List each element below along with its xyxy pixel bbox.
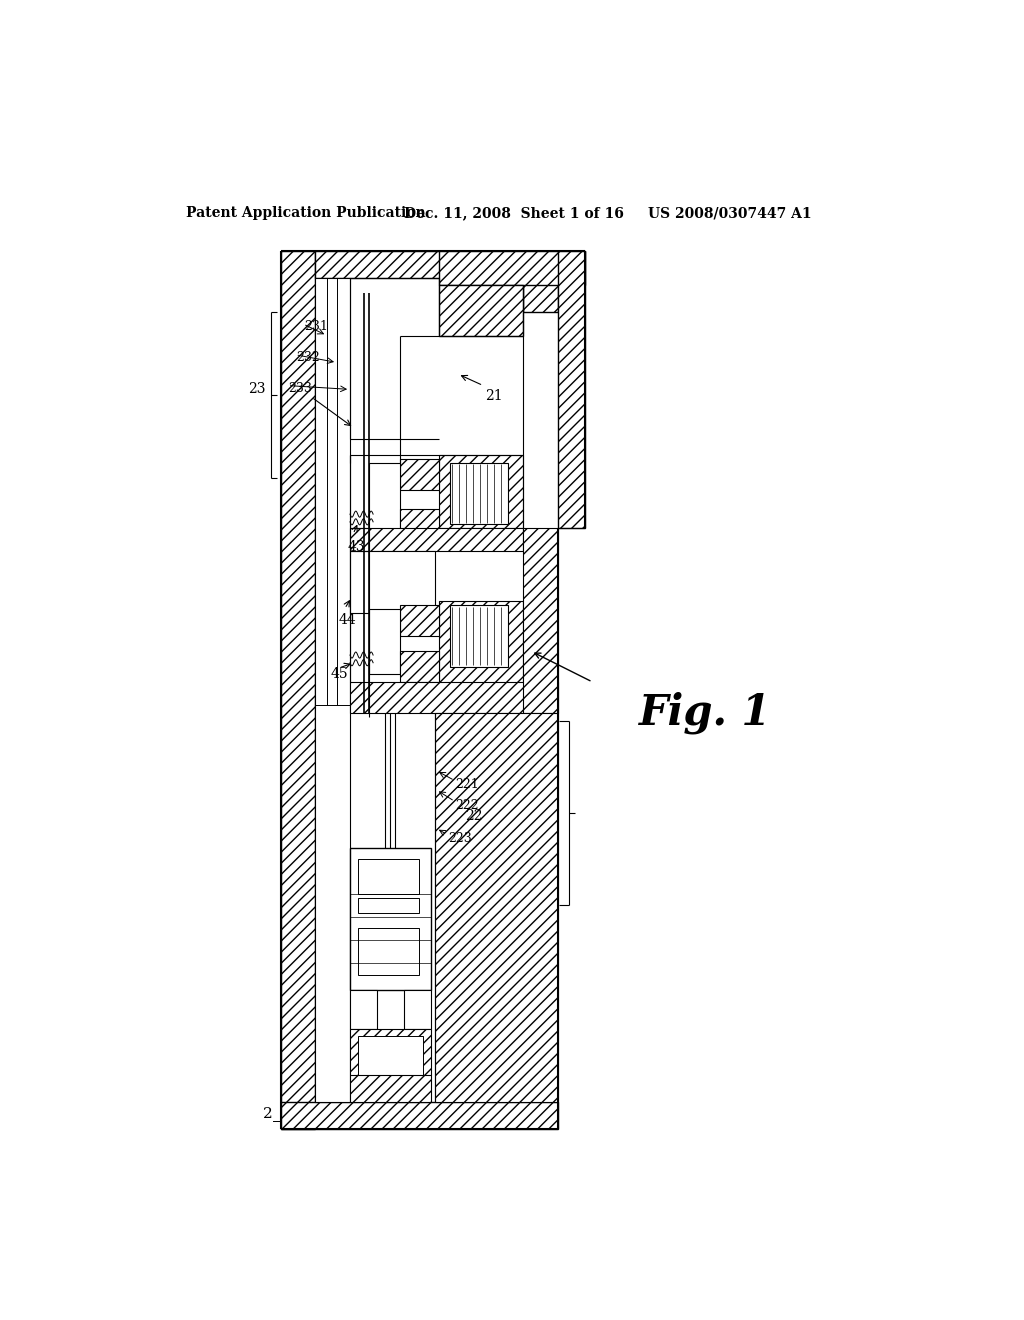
Bar: [350, 847, 431, 990]
Bar: [438, 285, 523, 335]
Bar: [451, 605, 508, 667]
Bar: [281, 251, 315, 1129]
Bar: [315, 251, 558, 277]
Text: 44: 44: [339, 612, 356, 627]
Text: 223: 223: [447, 832, 471, 845]
Bar: [357, 859, 419, 894]
Bar: [357, 898, 419, 913]
Bar: [350, 552, 435, 612]
Bar: [451, 462, 508, 524]
Bar: [350, 528, 523, 552]
Text: 22: 22: [466, 809, 483, 824]
Bar: [370, 609, 400, 675]
Bar: [370, 462, 400, 532]
Bar: [350, 1028, 431, 1102]
Bar: [400, 459, 438, 490]
Bar: [523, 251, 558, 313]
Text: 21: 21: [484, 389, 503, 404]
Bar: [357, 928, 419, 974]
Bar: [438, 601, 523, 686]
Text: 43: 43: [348, 540, 366, 553]
Bar: [400, 605, 438, 636]
Text: 23: 23: [249, 383, 266, 396]
Bar: [400, 651, 438, 682]
Bar: [400, 508, 438, 540]
Text: 222: 222: [456, 799, 479, 812]
Bar: [357, 1036, 423, 1074]
Text: 2: 2: [263, 1107, 272, 1121]
Text: 231: 231: [304, 321, 328, 333]
Bar: [438, 251, 585, 285]
Text: US 2008/0307447 A1: US 2008/0307447 A1: [648, 206, 812, 220]
Text: Dec. 11, 2008  Sheet 1 of 16: Dec. 11, 2008 Sheet 1 of 16: [403, 206, 624, 220]
Text: Patent Application Publication: Patent Application Publication: [186, 206, 426, 220]
Bar: [403, 990, 431, 1028]
Text: 232: 232: [296, 351, 319, 364]
Text: 221: 221: [456, 779, 479, 791]
Bar: [558, 251, 585, 528]
Text: 233: 233: [289, 381, 312, 395]
Text: Fig. 1: Fig. 1: [639, 692, 771, 734]
Bar: [435, 713, 558, 1102]
Bar: [281, 1102, 558, 1129]
Bar: [523, 528, 558, 713]
Bar: [350, 682, 558, 713]
Bar: [438, 455, 523, 528]
Bar: [350, 990, 377, 1028]
Bar: [315, 277, 350, 1102]
Text: 45: 45: [331, 667, 348, 681]
